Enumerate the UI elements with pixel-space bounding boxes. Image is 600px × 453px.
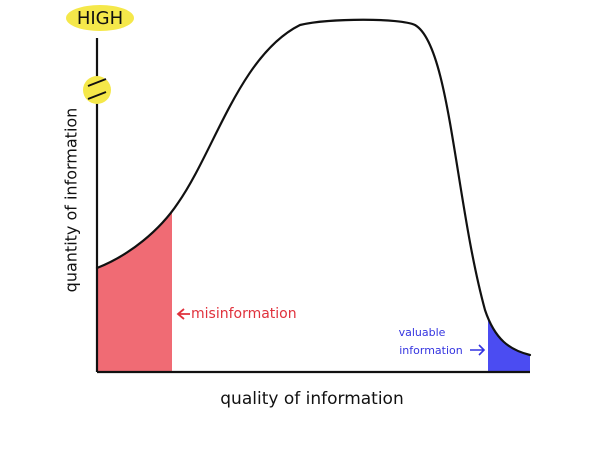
misinformation-area (97, 211, 172, 372)
high-label: HIGH (77, 8, 123, 29)
arrow (470, 344, 486, 356)
axis-break (87, 78, 107, 87)
curve (95, 18, 532, 357)
highlight (83, 76, 111, 104)
highlight (66, 5, 134, 31)
valuable-area (488, 317, 530, 372)
misinformation-label: misinformation (191, 306, 297, 322)
x-axis-title: quality of information (220, 389, 403, 409)
valuable-label: valuable (399, 326, 446, 339)
valuable-label: information (399, 344, 463, 357)
arrow (176, 308, 190, 320)
y-axis-title: quantity of information (62, 108, 81, 293)
axis-break (87, 91, 107, 100)
